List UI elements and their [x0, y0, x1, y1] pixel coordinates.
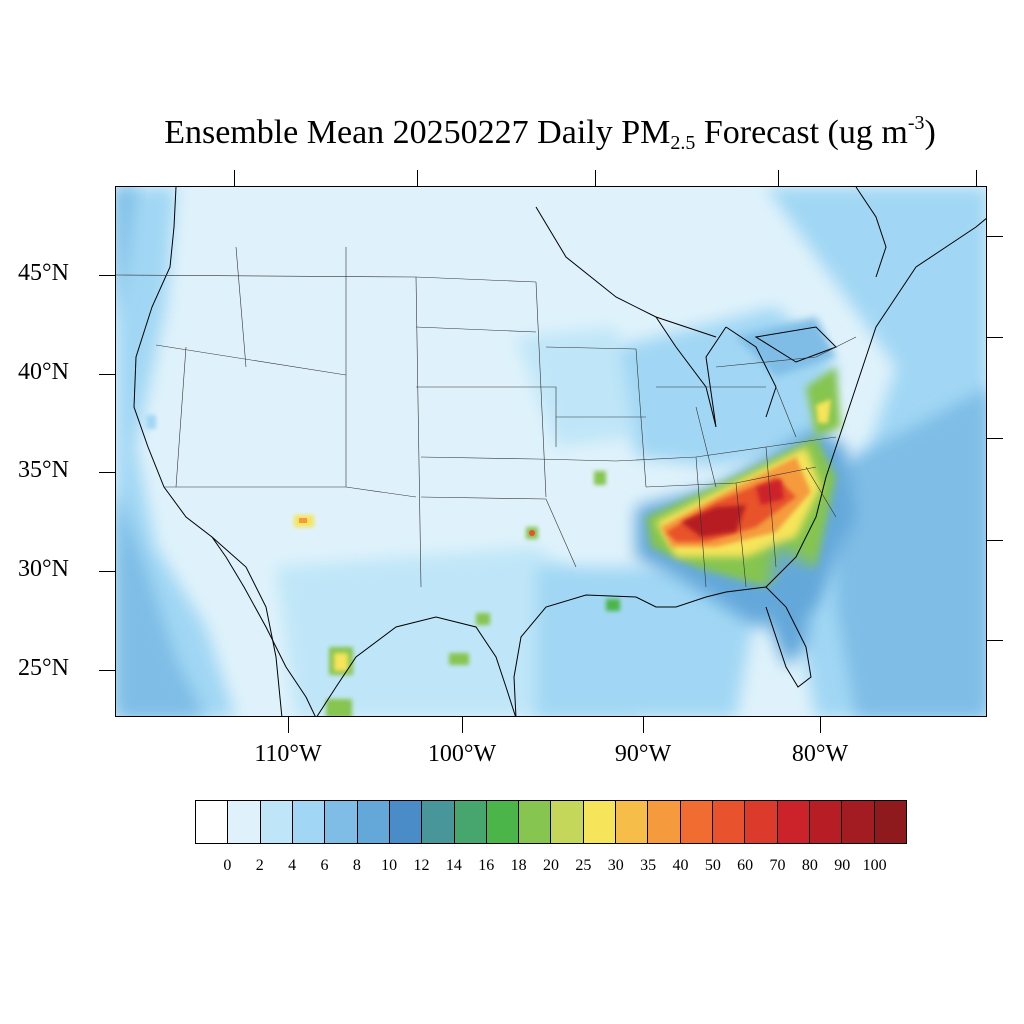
- lon-label-110: 110°W: [254, 741, 322, 767]
- colorbar-cell: [745, 801, 778, 843]
- tick-mark: [987, 540, 1003, 541]
- colorbar-cell: [842, 801, 875, 843]
- colorbar-label: 25: [575, 857, 592, 874]
- tick-mark: [99, 670, 115, 671]
- title-middle: Forecast (ug m: [695, 114, 908, 151]
- title-prefix: Ensemble Mean 20250227 Daily PM: [164, 114, 671, 151]
- title-superscript: -3: [907, 112, 925, 134]
- tick-mark: [99, 374, 115, 375]
- colorbar-cell: [713, 801, 746, 843]
- lon-label-100: 100°W: [427, 741, 497, 767]
- tick-mark: [976, 170, 977, 186]
- tick-mark: [417, 170, 418, 186]
- tick-mark: [987, 640, 1003, 641]
- map-title: Ensemble Mean 20250227 Daily PM2.5 Forec…: [0, 112, 1024, 155]
- colorbar-label: 12: [413, 857, 430, 874]
- colorbar-label: 18: [510, 857, 527, 874]
- tick-mark: [987, 337, 1003, 338]
- colorbar-cell: [551, 801, 584, 843]
- colorbar-label: 2: [255, 857, 264, 874]
- colorbar-label: 10: [381, 857, 398, 874]
- colorbar-cell: [357, 801, 390, 843]
- colorbar-cell: [874, 801, 906, 843]
- colorbar-cell: [648, 801, 681, 843]
- title-suffix: ): [924, 114, 936, 151]
- lat-label-40: 40°N: [18, 359, 69, 385]
- colorbar-label: 30: [607, 857, 624, 874]
- map-panel: [115, 186, 987, 717]
- tick-mark: [99, 275, 115, 276]
- colorbar-label: 6: [320, 857, 329, 874]
- colorbar-cell: [260, 801, 293, 843]
- colorbar-label: 35: [640, 857, 657, 874]
- colorbar-label: 70: [769, 857, 786, 874]
- tick-mark: [99, 571, 115, 572]
- tick-mark: [778, 170, 779, 186]
- colorbar-cell: [422, 801, 455, 843]
- lon-label-80: 80°W: [791, 741, 849, 767]
- colorbar-label: 0: [223, 857, 232, 874]
- tick-mark: [987, 438, 1003, 439]
- colorbar-label: 100: [862, 857, 887, 874]
- pm25-map: [116, 187, 986, 716]
- colorbar-label: 16: [478, 857, 495, 874]
- lat-label-35: 35°N: [18, 457, 69, 483]
- colorbar-label: 4: [288, 857, 297, 874]
- colorbar-label: 50: [704, 857, 721, 874]
- colorbar-cell: [680, 801, 713, 843]
- colorbar-cell: [389, 801, 423, 843]
- colorbar-cell: [228, 801, 261, 843]
- colorbar-cell: [777, 801, 810, 843]
- colorbar-label: 40: [672, 857, 689, 874]
- tick-mark: [643, 717, 644, 733]
- coastlines: [133, 187, 986, 716]
- tick-mark: [234, 170, 235, 186]
- tick-mark: [820, 717, 821, 733]
- colorbar-cell: [196, 801, 229, 843]
- lat-label-30: 30°N: [18, 556, 69, 582]
- tick-mark: [987, 236, 1003, 237]
- colorbar-label: 60: [737, 857, 754, 874]
- lat-label-25: 25°N: [18, 655, 69, 681]
- colorbar-cell: [486, 801, 520, 843]
- colorbar-cell: [292, 801, 326, 843]
- lon-label-90: 90°W: [614, 741, 672, 767]
- tick-mark: [595, 170, 596, 186]
- tick-mark: [288, 717, 289, 733]
- colorbar-label: 90: [834, 857, 851, 874]
- tick-mark: [462, 717, 463, 733]
- lat-label-45: 45°N: [18, 260, 69, 286]
- colorbar-label: 14: [445, 857, 462, 874]
- colorbar-cell: [616, 801, 649, 843]
- colorbar-cell: [809, 801, 843, 843]
- colorbar: [195, 800, 907, 844]
- colorbar-cell: [454, 801, 487, 843]
- colorbar-cell: [325, 801, 358, 843]
- colorbar-label: 80: [801, 857, 818, 874]
- state-borders: [116, 246, 857, 588]
- colorbar-label: 8: [352, 857, 361, 874]
- tick-mark: [99, 472, 115, 473]
- title-subscript: 2.5: [670, 132, 696, 154]
- colorbar-cell: [519, 801, 552, 843]
- colorbar-cell: [583, 801, 617, 843]
- colorbar-label: 20: [543, 857, 559, 874]
